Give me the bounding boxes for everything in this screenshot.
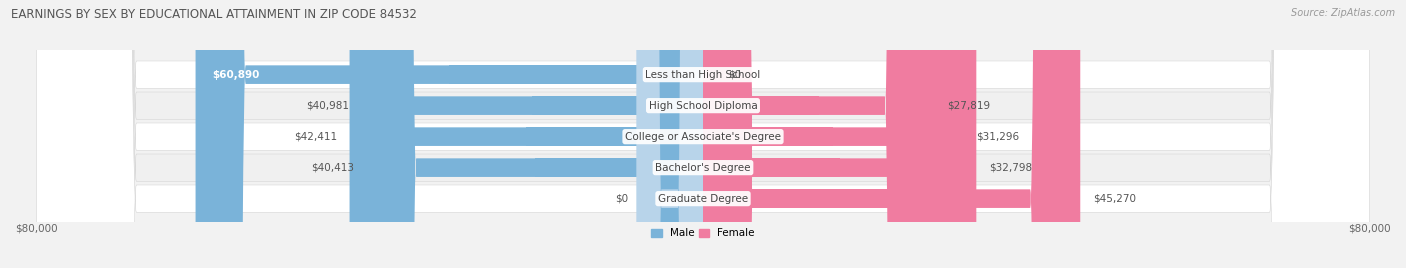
FancyBboxPatch shape [37, 0, 1369, 268]
Bar [526, 127, 703, 146]
Legend: Male, Female: Male, Female [647, 224, 759, 243]
FancyBboxPatch shape [37, 0, 1369, 268]
FancyBboxPatch shape [361, 0, 703, 268]
Text: $0: $0 [728, 70, 741, 80]
Bar [450, 65, 703, 84]
Text: Less than High School: Less than High School [645, 70, 761, 80]
Text: $42,411: $42,411 [294, 132, 337, 142]
Bar [703, 96, 818, 115]
Text: $40,981: $40,981 [307, 101, 349, 111]
Bar [534, 158, 703, 177]
Bar [703, 158, 839, 177]
Text: High School Diploma: High School Diploma [648, 101, 758, 111]
Text: $0: $0 [614, 194, 628, 204]
FancyBboxPatch shape [366, 0, 703, 268]
Text: College or Associate's Degree: College or Associate's Degree [626, 132, 780, 142]
Text: $32,798: $32,798 [988, 163, 1032, 173]
FancyBboxPatch shape [37, 0, 1369, 268]
FancyBboxPatch shape [703, 0, 935, 268]
Text: Graduate Degree: Graduate Degree [658, 194, 748, 204]
Bar [533, 96, 703, 115]
Bar [703, 189, 891, 208]
Text: Source: ZipAtlas.com: Source: ZipAtlas.com [1291, 8, 1395, 18]
FancyBboxPatch shape [637, 0, 703, 268]
FancyBboxPatch shape [195, 0, 703, 268]
Text: Bachelor's Degree: Bachelor's Degree [655, 163, 751, 173]
Text: EARNINGS BY SEX BY EDUCATIONAL ATTAINMENT IN ZIP CODE 84532: EARNINGS BY SEX BY EDUCATIONAL ATTAINMEN… [11, 8, 418, 21]
FancyBboxPatch shape [37, 0, 1369, 268]
Text: $45,270: $45,270 [1092, 194, 1136, 204]
FancyBboxPatch shape [703, 0, 1080, 268]
Text: $40,413: $40,413 [311, 163, 354, 173]
Text: $31,296: $31,296 [976, 132, 1019, 142]
FancyBboxPatch shape [350, 0, 703, 268]
Text: $27,819: $27,819 [948, 101, 990, 111]
Text: $60,890: $60,890 [212, 70, 260, 80]
FancyBboxPatch shape [37, 0, 1369, 268]
Bar [703, 127, 834, 146]
FancyBboxPatch shape [703, 0, 963, 268]
FancyBboxPatch shape [703, 0, 976, 268]
